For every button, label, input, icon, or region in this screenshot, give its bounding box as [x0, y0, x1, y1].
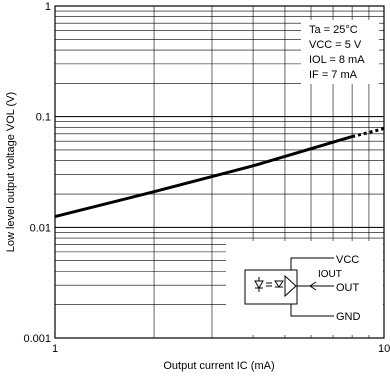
- y-tick-label: 0.1: [36, 112, 51, 124]
- y-tick-label: 0.001: [23, 333, 51, 345]
- y-axis-label: Low level output voltage VOL (V): [5, 92, 17, 252]
- series: [54, 127, 385, 219]
- buffer-icon: [284, 274, 297, 298]
- x-axis-label: Output current IC (mA): [163, 360, 274, 372]
- condition-if: IF = 7 mA: [309, 69, 358, 81]
- circuit-inset: VCC IOUT OUT GND: [226, 241, 383, 335]
- plot-frame: [54, 5, 385, 339]
- condition-ta: Ta = 25°C: [309, 24, 358, 36]
- condition-vcc: VCC = 5 V: [309, 39, 362, 51]
- y-tick-label: 1: [45, 1, 51, 13]
- series-line-extrapolated: [351, 127, 385, 139]
- y-tick-label: 0.01: [30, 222, 51, 234]
- inset-label-vcc: VCC: [336, 254, 359, 266]
- inset-label-out: OUT: [336, 282, 360, 294]
- series-line: [54, 135, 353, 219]
- current-arrow-icon: [309, 281, 317, 291]
- x-tick-label: 10: [378, 343, 390, 355]
- conditions-legend: Ta = 25°C VCC = 5 V IOL = 8 mA IF = 7 mA: [301, 20, 379, 84]
- x-tick-label: 1: [52, 343, 58, 355]
- inset-label-gnd: GND: [336, 311, 361, 323]
- optocoupler-box: [244, 269, 298, 305]
- inset-label-iout: IOUT: [318, 269, 342, 280]
- tick-labels: 0.001 0.01 0.1 1 1 10: [23, 1, 390, 355]
- photodiode-icon: [274, 280, 284, 288]
- condition-iol: IOL = 8 mA: [309, 54, 365, 66]
